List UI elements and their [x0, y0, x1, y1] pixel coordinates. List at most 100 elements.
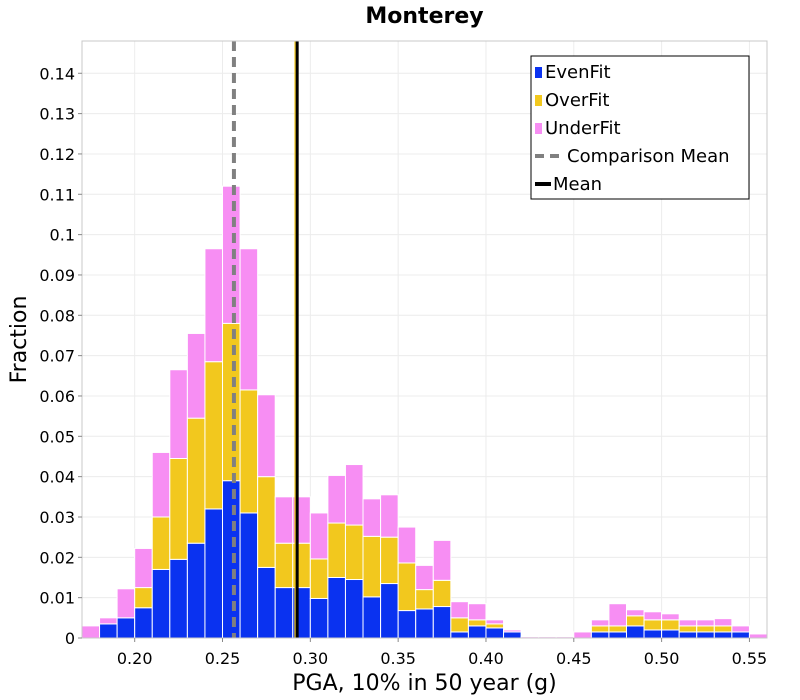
bar-overfit [169, 457, 188, 560]
bar-underfit [222, 185, 241, 324]
bar-overfit [485, 623, 505, 629]
x-tick-label: 0.45 [556, 649, 592, 668]
x-tick-label: 0.50 [644, 649, 680, 668]
bar-evenfit [116, 617, 136, 639]
bar-overfit [222, 322, 241, 482]
bar-evenfit [625, 625, 645, 639]
y-tick-label: 0.12 [39, 145, 75, 164]
x-axis-ticks: 0.20 0.25 0.30 0.35 0.40 0.45 0.50 0.55 [117, 638, 767, 668]
bar-underfit [432, 539, 452, 581]
bar-evenfit [309, 597, 329, 639]
bar-overfit [257, 476, 276, 568]
bar-underfit [257, 394, 276, 478]
bar-evenfit [186, 542, 206, 639]
y-tick-label: 0.07 [39, 347, 75, 366]
bar-underfit [344, 464, 364, 526]
bar-overfit [432, 579, 452, 608]
bar-underfit [450, 601, 469, 619]
bar-overfit [678, 625, 698, 633]
bar-overfit [625, 615, 645, 627]
x-tick-label: 0.30 [293, 649, 329, 668]
bar-underfit [485, 619, 505, 625]
bar-underfit [274, 496, 294, 544]
bar-underfit [397, 526, 417, 564]
legend-swatch-evenfit [535, 67, 542, 78]
bar-overfit [380, 536, 399, 585]
y-tick-label: 0 [65, 629, 75, 648]
bar-evenfit [590, 631, 610, 639]
bar-overfit [309, 558, 329, 599]
bar-underfit [661, 613, 680, 621]
bar-underfit [134, 547, 153, 589]
bar-evenfit [450, 631, 469, 639]
bar-underfit [204, 248, 224, 363]
legend-box [530, 55, 750, 200]
bar-underfit [748, 633, 768, 639]
bar-underfit [99, 617, 118, 625]
bar-evenfit [344, 579, 364, 639]
y-tick-label: 0.05 [39, 427, 75, 446]
bar-evenfit [731, 631, 750, 639]
bar-evenfit [222, 480, 241, 639]
bar-evenfit [696, 631, 715, 639]
legend: EvenFit OverFit UnderFit Comparison Mean Mea… [530, 55, 750, 200]
legend-label-overfit: OverFit [545, 90, 609, 111]
bar-underfit [713, 618, 733, 627]
bar-overfit [696, 625, 715, 633]
plot-frame [81, 40, 768, 639]
y-tick-label: 0.09 [39, 266, 75, 285]
bar-evenfit [99, 623, 118, 639]
bar-evenfit [643, 629, 663, 639]
legend-label-mean: Mean [553, 174, 602, 195]
bar-underfit [503, 629, 522, 633]
bar-underfit [327, 474, 346, 524]
bar-evenfit [204, 508, 224, 639]
bar-evenfit [380, 583, 399, 639]
bar-overfit [608, 625, 627, 633]
bar-evenfit [678, 631, 698, 639]
bar-underfit [467, 603, 487, 621]
legend-label-underfit: UnderFit [545, 118, 621, 139]
bar-underfit [731, 625, 750, 633]
bar-underfit [678, 619, 698, 627]
bar-evenfit [713, 631, 733, 639]
bar-underfit [625, 609, 645, 617]
bar-underfit [116, 588, 136, 619]
y-tick-label: 0.14 [39, 64, 75, 83]
bar-underfit [309, 512, 329, 560]
bar-evenfit [503, 631, 522, 639]
bar-evenfit [485, 627, 505, 639]
bar-overfit [274, 542, 294, 589]
bar-overfit [204, 361, 224, 510]
bar-underfit [608, 603, 627, 627]
x-tick-label: 0.25 [205, 649, 241, 668]
x-axis-label: PGA, 10% in 50 year (g) [292, 671, 556, 696]
y-tick-label: 0.04 [39, 468, 75, 487]
bar-overfit [643, 619, 663, 631]
bar-underfit [239, 248, 259, 391]
bar-evenfit [415, 608, 434, 639]
bar-evenfit [608, 631, 627, 639]
bar-evenfit [432, 606, 452, 639]
y-tick-label: 0.02 [39, 548, 75, 567]
bar-underfit [415, 564, 434, 591]
bar-underfit [81, 625, 101, 639]
y-tick-label: 0.11 [39, 185, 75, 204]
bar-overfit [151, 516, 171, 570]
bar-underfit [362, 498, 382, 537]
bar-overfit [450, 617, 469, 633]
bar-evenfit [239, 512, 259, 639]
bar-overfit [239, 389, 259, 514]
bar-evenfit [467, 625, 487, 639]
x-tick-label: 0.20 [117, 649, 153, 668]
bar-evenfit [257, 566, 276, 639]
bar-evenfit [397, 610, 417, 639]
legend-label-evenfit: EvenFit [545, 62, 611, 83]
bar-overfit [362, 535, 382, 598]
y-tick-label: 0.03 [39, 508, 75, 527]
bar-underfit [186, 332, 206, 419]
bar-overfit [186, 417, 206, 544]
bar-evenfit [362, 596, 382, 639]
x-tick-label: 0.35 [380, 649, 416, 668]
y-tick-label: 0.01 [39, 589, 75, 608]
